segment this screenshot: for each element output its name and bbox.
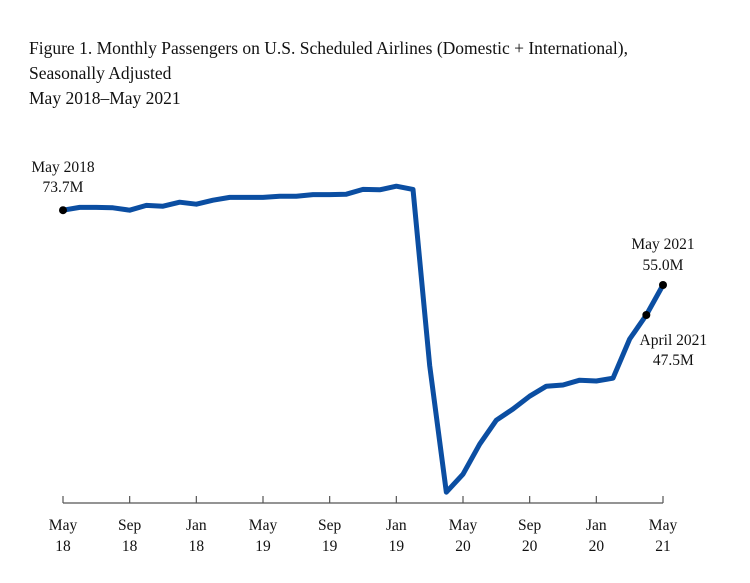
annotation-marker — [659, 281, 667, 289]
x-tick-label: Sep — [118, 517, 142, 534]
x-tick-label: Sep — [518, 517, 542, 534]
x-tick-label: 19 — [322, 538, 338, 555]
x-tick-label: 21 — [655, 538, 671, 555]
annotation-label: May 2021 — [631, 236, 694, 253]
x-tick-label: May — [449, 517, 478, 534]
annotation-marker — [59, 206, 67, 215]
x-tick-label: 19 — [255, 538, 271, 555]
annotation-label: May 2018 — [31, 159, 95, 176]
x-tick-label: 18 — [55, 538, 71, 555]
x-tick-label: May — [249, 517, 278, 534]
x-tick-label: 19 — [389, 538, 405, 555]
x-tick-label: Jan — [586, 517, 607, 534]
title-line-2: Seasonally Adjusted — [29, 63, 172, 83]
chart-title: Figure 1. Monthly Passengers on U.S. Sch… — [29, 36, 628, 111]
annotation-value: 47.5M — [653, 352, 694, 369]
x-tick-label: 20 — [455, 538, 471, 555]
x-tick-label: Sep — [318, 517, 342, 534]
x-tick-label: 18 — [122, 538, 138, 555]
annotation-value: 73.7M — [43, 179, 84, 196]
x-tick-label: 18 — [189, 538, 205, 555]
x-tick-label: 20 — [522, 538, 538, 555]
series-line — [62, 183, 666, 495]
annotation-marker — [642, 311, 651, 319]
title-line-3: May 2018–May 2021 — [29, 88, 181, 108]
x-tick-label: May — [649, 517, 678, 534]
title-line-1: Figure 1. Monthly Passengers on U.S. Sch… — [29, 38, 628, 58]
annotation-label: April 2021 — [640, 332, 708, 349]
x-tick-label: 20 — [589, 538, 605, 555]
x-tick-label: Jan — [186, 517, 207, 534]
annotation-value: 55.0M — [643, 257, 684, 274]
x-tick-label: May — [49, 517, 78, 534]
x-tick-label: Jan — [386, 517, 407, 534]
